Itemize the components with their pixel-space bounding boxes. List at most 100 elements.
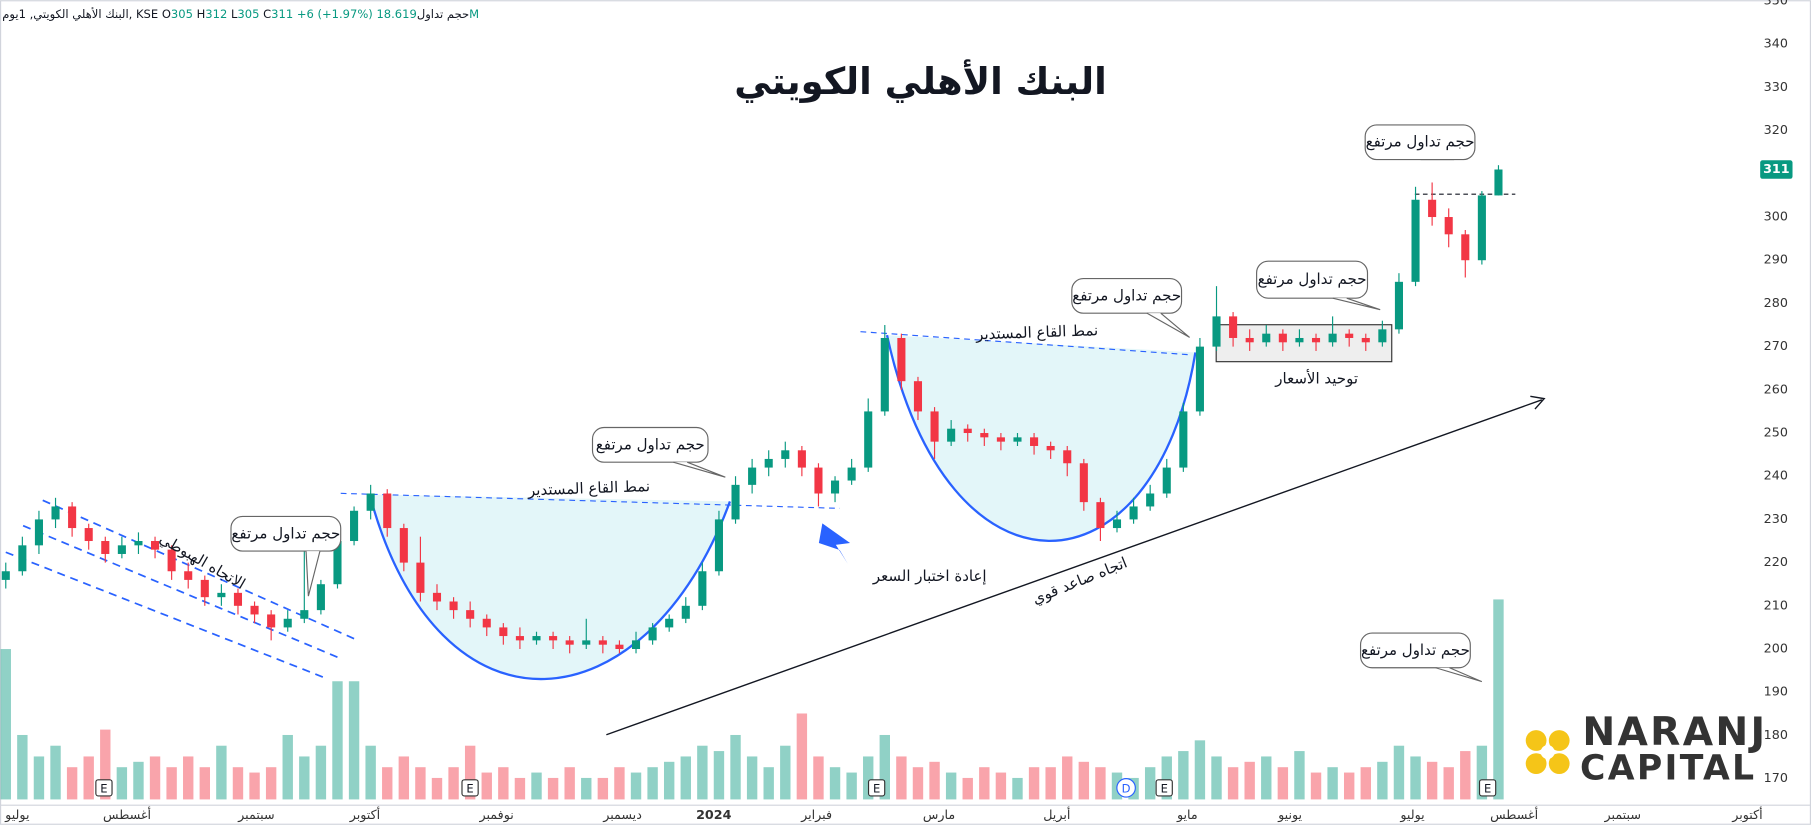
header-item: حجم تداول [417,7,469,22]
annotation-text: إعادة اختبار السعر [872,567,987,585]
volume-bar [547,777,559,800]
volume-bar [299,756,310,800]
candle-body [515,636,524,641]
volume-bar [663,761,675,800]
chart-title: البنك الأهلي الكويتي [734,58,1107,103]
annotation-text: توحيد الأسعار [1274,369,1358,388]
volume-bar [796,713,808,800]
x-tick-label: يونيو [1277,807,1302,823]
candle-body [847,467,856,481]
candle-body [1262,333,1271,343]
header-item: H [197,7,206,21]
volume-bar [647,767,658,800]
volume-bar [945,772,957,800]
event-marker [1155,779,1173,797]
volume-bar [1327,767,1338,800]
candle-body [1411,199,1420,282]
candle-body [1212,316,1221,347]
candle-body [764,458,773,468]
candle-body [598,640,607,645]
volume-bar [166,767,177,800]
candle-body [797,450,806,468]
candle-body [316,584,325,611]
candle-body [665,618,674,628]
volume-bar [116,767,128,800]
volume-bar [1443,767,1454,800]
event-label: E [100,782,107,796]
y-tick-label: 340 [1764,36,1788,51]
candle-body [200,579,209,598]
volume-bar [1028,767,1040,800]
volume-bar [763,767,774,800]
y-tick-label: 280 [1764,295,1788,310]
callout-text: حجم تداول مرتفع [231,524,340,542]
x-tick-label: أغسطس [103,806,151,823]
volume-bar [1078,761,1090,800]
header-item: 305 [171,7,193,21]
volume-bar [597,777,609,800]
volume-bar [1144,767,1156,800]
candle-body [151,541,160,550]
candle-body [1361,337,1370,343]
candle-body [1295,337,1304,343]
candle-body [101,541,110,554]
candle-body [1245,337,1254,343]
volume-bar [431,777,443,800]
volume-bar [614,767,625,800]
volume-bar [514,777,526,800]
volume-bar [1294,751,1305,800]
x-tick-label: ديسمبر [602,807,642,823]
x-tick-label: أكتوبر [1731,806,1762,823]
event-marker [95,779,113,797]
volume-bar [979,767,990,800]
volume-bar [382,767,393,800]
volume-bar [1360,767,1371,800]
volume-bar [1343,772,1355,800]
candle-body [1179,411,1188,468]
candle-body [1195,346,1204,412]
candle-body [1063,450,1072,464]
volume-bar [813,756,824,800]
y-tick-label: 210 [1764,597,1788,612]
y-tick-label: 190 [1764,684,1788,699]
volume-bar [730,734,741,800]
event-marker [1116,778,1136,798]
volume-bar [995,772,1007,800]
volume-bar [564,767,575,800]
callout-text: حجم تداول مرتفع [596,435,705,453]
y-tick-label: 180 [1764,727,1788,742]
volume-bar [332,681,343,800]
candle-body [880,337,889,412]
candle-body [1428,199,1437,218]
event-marker [461,779,479,797]
candle-body [1079,463,1088,503]
volume-bar [50,745,61,800]
callout-tail [1435,667,1483,683]
candle-body [250,605,259,615]
candle-body [698,571,707,606]
candle-body [631,640,641,650]
volume-bar [33,756,45,800]
candle-body [333,541,342,585]
x-tick-label: مارس [923,807,955,823]
volume-bar [1476,745,1488,800]
candle-body [1030,437,1039,446]
arrow-head [1530,395,1546,410]
candle-body [864,411,873,468]
candle-body [748,467,757,485]
candle-body [1394,281,1403,330]
cup-fill [887,335,1196,541]
candle-body [84,528,93,542]
annotation-text: نمط القاع المستدير [527,477,651,499]
candle-body [1494,169,1503,196]
consolidation-box [1215,324,1393,363]
volume-bar [1393,745,1405,800]
header-item: L [231,7,238,21]
x-tick-label: أكتوبر [349,806,380,823]
cup-fill [369,494,730,680]
candle-body [366,493,375,511]
volume-bar [448,767,459,800]
volume-bar [348,681,360,800]
callout-tail [1332,297,1381,311]
volume-bar [100,729,111,800]
